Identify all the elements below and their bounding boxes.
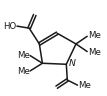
Text: Me: Me	[88, 31, 101, 40]
Text: Me: Me	[78, 81, 91, 90]
Text: Me: Me	[88, 48, 101, 57]
Text: Me: Me	[17, 51, 30, 60]
Text: Me: Me	[17, 67, 30, 76]
Text: N: N	[69, 59, 76, 68]
Text: HO: HO	[3, 22, 16, 31]
